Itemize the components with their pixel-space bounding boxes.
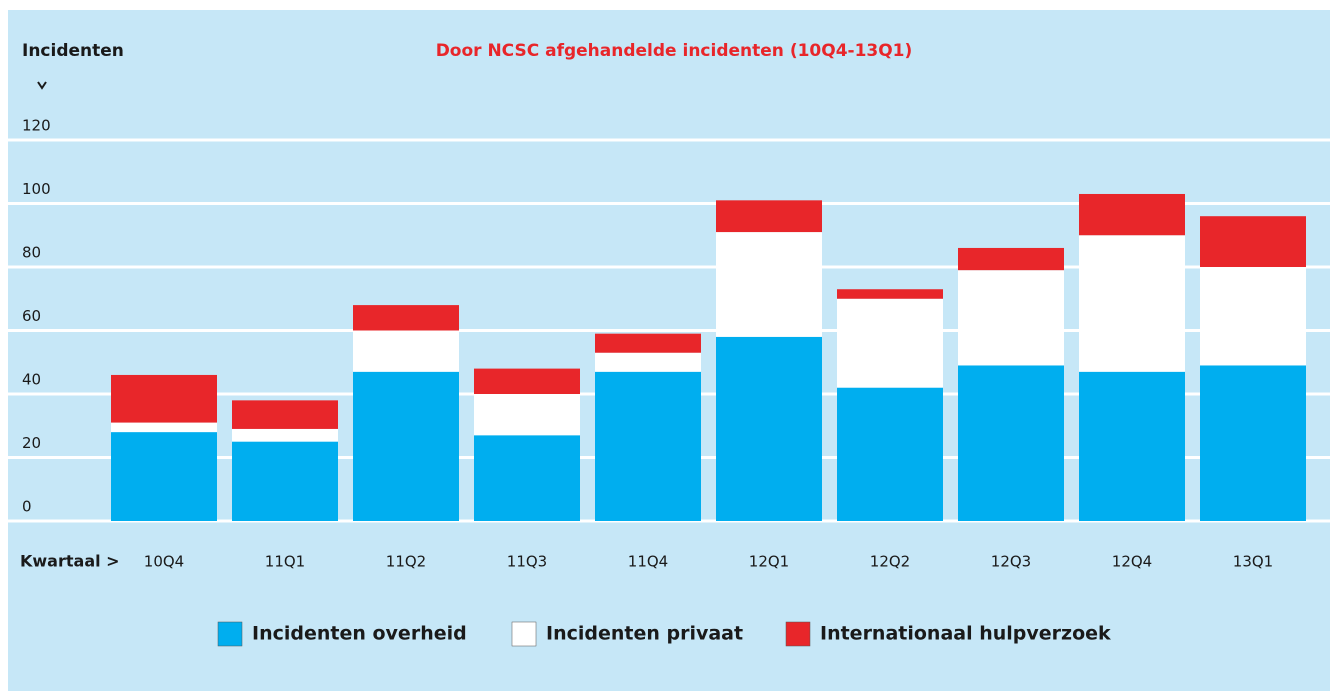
bar-segment <box>716 200 822 233</box>
axis-arrow <box>37 81 47 90</box>
bar-segment <box>232 441 338 521</box>
bar-segment <box>353 371 459 521</box>
x-tick-label: 11Q4 <box>628 553 668 571</box>
x-tick-label: 11Q1 <box>265 553 305 571</box>
x-tick-label: 10Q4 <box>144 553 184 571</box>
bar-segment <box>1079 235 1185 372</box>
legend-swatch <box>217 621 243 647</box>
y-axis-label: Incidenten <box>22 41 124 61</box>
bar-segment <box>837 387 943 521</box>
y-tick-label: 100 <box>22 180 51 198</box>
legend-swatch <box>785 621 811 647</box>
bar-segment <box>1200 365 1306 521</box>
bar-segment <box>353 330 459 372</box>
bar-segment <box>595 371 701 521</box>
x-tick-label: 12Q3 <box>991 553 1031 571</box>
bar-segment <box>474 394 580 436</box>
x-tick-label: 11Q2 <box>386 553 426 571</box>
bar-segment <box>716 336 822 521</box>
bar-segment <box>958 247 1064 271</box>
bar-segment <box>1200 216 1306 267</box>
bar-segment <box>837 289 943 299</box>
y-tick-label: 20 <box>22 434 41 452</box>
x-tick-label: 11Q3 <box>507 553 547 571</box>
bar-segment <box>474 368 580 394</box>
bar-segment <box>232 428 338 442</box>
y-tick-label: 60 <box>22 307 41 325</box>
bar-segment <box>111 422 217 433</box>
chart-title: Door NCSC afgehandelde incidenten (10Q4-… <box>436 41 913 61</box>
y-tick-label: 120 <box>22 117 51 135</box>
bar-segment <box>232 400 338 429</box>
bar-segment <box>716 232 822 337</box>
bar-segment <box>474 435 580 521</box>
y-tick-label: 0 <box>22 498 32 516</box>
bar-segment <box>1200 267 1306 366</box>
legend-label: Internationaal hulpverzoek <box>820 623 1111 645</box>
bar-segment <box>111 374 217 423</box>
x-tick-label: 12Q1 <box>749 553 789 571</box>
x-tick-label: 12Q2 <box>870 553 910 571</box>
x-axis-label: Kwartaal > <box>20 552 120 571</box>
legend-label: Incidenten privaat <box>546 623 743 645</box>
bar-segment <box>1079 371 1185 521</box>
y-tick-label: 40 <box>22 371 41 389</box>
bar-segment <box>958 365 1064 521</box>
bar-segment <box>111 432 217 521</box>
legend-label: Incidenten overheid <box>252 623 467 645</box>
legend-swatch <box>511 621 537 647</box>
bar-segment <box>595 352 701 372</box>
bar-segment <box>1079 193 1185 236</box>
bar-segment <box>595 333 701 353</box>
bar-segment <box>353 305 459 331</box>
bar-segment <box>837 298 943 388</box>
bar-segment <box>958 270 1064 366</box>
y-tick-label: 80 <box>22 244 41 262</box>
x-tick-label: 13Q1 <box>1233 553 1273 571</box>
x-tick-label: 12Q4 <box>1112 553 1152 571</box>
